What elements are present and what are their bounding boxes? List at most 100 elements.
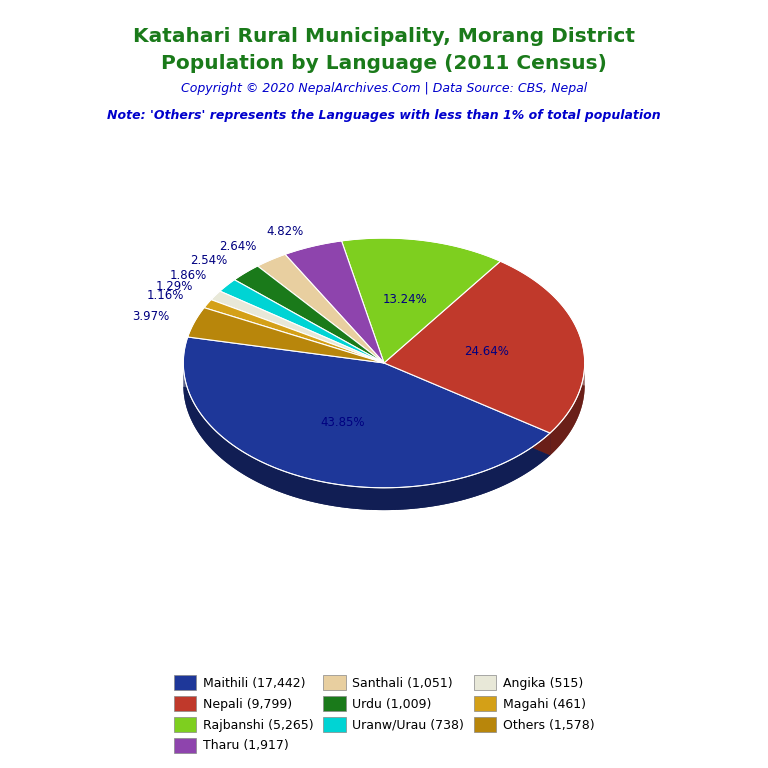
- Polygon shape: [528, 449, 529, 472]
- Polygon shape: [200, 413, 201, 437]
- Polygon shape: [426, 485, 429, 508]
- Polygon shape: [531, 447, 533, 470]
- Polygon shape: [349, 486, 352, 508]
- Polygon shape: [513, 458, 515, 481]
- Polygon shape: [243, 452, 244, 475]
- Polygon shape: [201, 415, 203, 439]
- Polygon shape: [255, 458, 257, 482]
- Polygon shape: [234, 266, 384, 363]
- Polygon shape: [554, 428, 555, 452]
- Polygon shape: [226, 440, 227, 463]
- Polygon shape: [317, 481, 319, 504]
- Polygon shape: [204, 300, 384, 363]
- Polygon shape: [294, 475, 296, 498]
- Polygon shape: [336, 484, 339, 507]
- Polygon shape: [419, 485, 421, 508]
- Polygon shape: [508, 460, 511, 483]
- Polygon shape: [292, 474, 294, 497]
- Polygon shape: [259, 461, 261, 484]
- Polygon shape: [486, 470, 488, 493]
- Polygon shape: [296, 475, 299, 498]
- Polygon shape: [502, 463, 505, 486]
- Polygon shape: [355, 486, 357, 509]
- Polygon shape: [184, 386, 550, 510]
- Polygon shape: [461, 478, 464, 501]
- Polygon shape: [266, 464, 268, 487]
- Polygon shape: [268, 465, 270, 488]
- Polygon shape: [209, 424, 210, 448]
- Polygon shape: [483, 471, 486, 494]
- Polygon shape: [219, 434, 221, 458]
- Polygon shape: [314, 480, 317, 503]
- Polygon shape: [521, 453, 523, 476]
- Polygon shape: [247, 454, 248, 477]
- Polygon shape: [384, 363, 550, 455]
- Polygon shape: [379, 488, 382, 510]
- Polygon shape: [369, 488, 371, 510]
- Polygon shape: [235, 446, 237, 470]
- Polygon shape: [407, 487, 410, 509]
- Polygon shape: [429, 484, 432, 507]
- Polygon shape: [550, 432, 551, 455]
- Polygon shape: [257, 459, 259, 483]
- Polygon shape: [552, 431, 553, 454]
- Polygon shape: [537, 442, 538, 466]
- Polygon shape: [207, 422, 209, 446]
- Polygon shape: [399, 488, 402, 510]
- Polygon shape: [555, 427, 556, 450]
- Polygon shape: [511, 458, 513, 482]
- Polygon shape: [476, 473, 478, 496]
- Polygon shape: [184, 337, 550, 488]
- Text: Katahari Rural Municipality, Morang District: Katahari Rural Municipality, Morang Dist…: [133, 27, 635, 46]
- Polygon shape: [377, 488, 379, 510]
- Text: Population by Language (2011 Census): Population by Language (2011 Census): [161, 54, 607, 73]
- Polygon shape: [217, 433, 219, 456]
- Polygon shape: [451, 480, 453, 503]
- Polygon shape: [233, 445, 235, 468]
- Polygon shape: [396, 488, 399, 510]
- Text: 13.24%: 13.24%: [382, 293, 427, 306]
- Polygon shape: [553, 430, 554, 453]
- Polygon shape: [548, 433, 550, 457]
- Polygon shape: [357, 487, 360, 509]
- Polygon shape: [192, 399, 193, 422]
- Polygon shape: [312, 479, 314, 502]
- Polygon shape: [517, 455, 519, 478]
- Text: 43.85%: 43.85%: [321, 416, 366, 429]
- Polygon shape: [280, 469, 282, 493]
- Polygon shape: [488, 468, 491, 492]
- Polygon shape: [366, 487, 369, 510]
- Polygon shape: [382, 488, 386, 510]
- Polygon shape: [199, 412, 200, 435]
- Polygon shape: [533, 445, 535, 469]
- Polygon shape: [500, 464, 502, 487]
- Polygon shape: [237, 448, 239, 472]
- Polygon shape: [239, 449, 240, 472]
- Polygon shape: [551, 432, 552, 455]
- Text: 1.16%: 1.16%: [147, 290, 184, 303]
- Polygon shape: [557, 425, 558, 449]
- Polygon shape: [352, 486, 355, 508]
- Polygon shape: [261, 462, 263, 485]
- Polygon shape: [474, 474, 476, 497]
- Polygon shape: [360, 487, 363, 509]
- Polygon shape: [212, 427, 214, 451]
- Polygon shape: [333, 484, 336, 506]
- Polygon shape: [231, 444, 233, 468]
- Polygon shape: [455, 479, 458, 502]
- Polygon shape: [410, 486, 413, 509]
- Polygon shape: [391, 488, 393, 510]
- Polygon shape: [402, 487, 405, 510]
- Polygon shape: [224, 439, 226, 462]
- Polygon shape: [374, 488, 377, 510]
- Polygon shape: [273, 467, 275, 490]
- Polygon shape: [525, 450, 528, 474]
- Text: 24.64%: 24.64%: [465, 345, 509, 358]
- Text: 2.64%: 2.64%: [219, 240, 257, 253]
- Polygon shape: [187, 308, 384, 363]
- Text: 4.82%: 4.82%: [266, 224, 303, 237]
- Polygon shape: [204, 418, 205, 442]
- Polygon shape: [330, 483, 333, 506]
- Polygon shape: [344, 485, 346, 508]
- Polygon shape: [270, 465, 273, 489]
